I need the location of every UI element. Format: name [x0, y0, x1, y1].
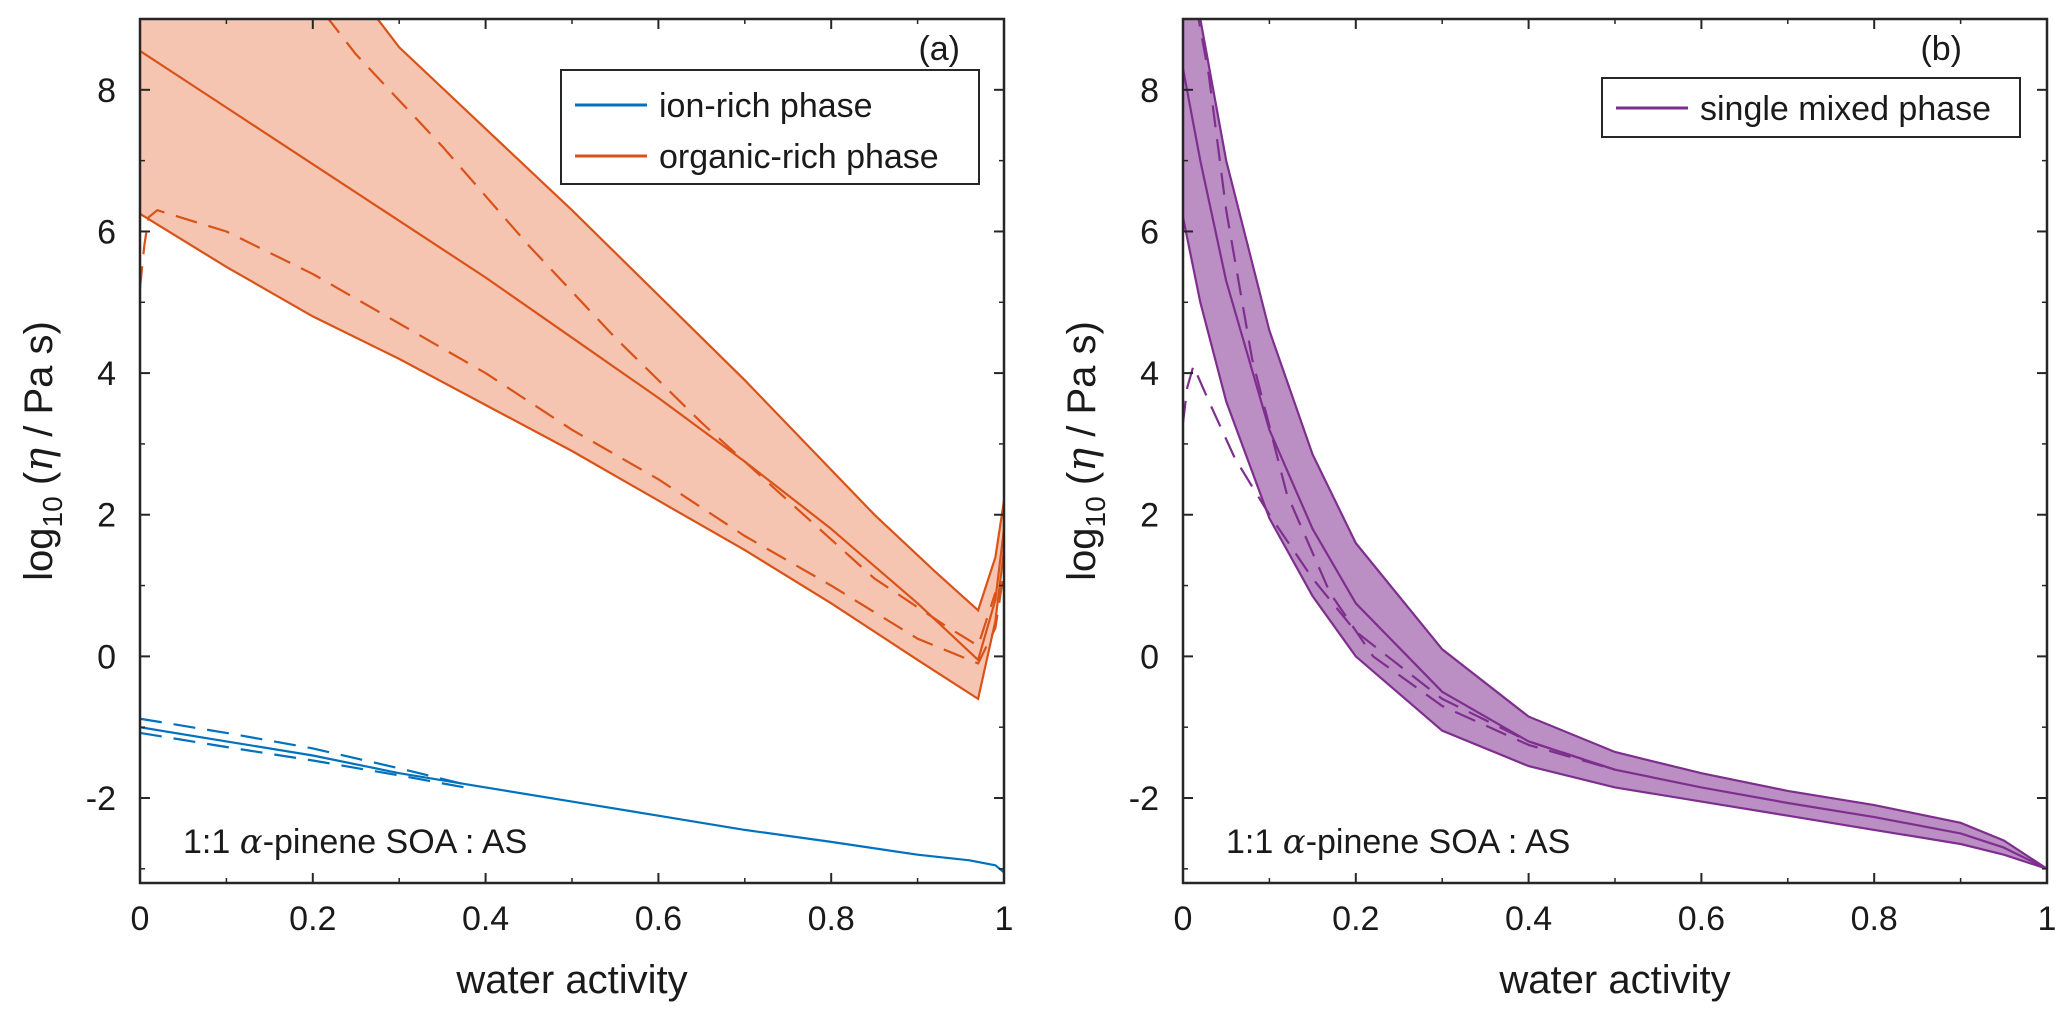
x-tick-label: 0 [131, 900, 150, 938]
y-tick-label: 0 [1140, 638, 1159, 676]
panel-b-legend: single mixed phase [1601, 77, 2021, 138]
panel-a-annotation: 1:1 α-pinene SOA : AS [183, 822, 527, 862]
y-tick-label: 6 [1140, 213, 1159, 251]
mixed-phase-uncertainty-band [1183, 19, 2047, 870]
x-tick-label: 0.4 [1505, 900, 1552, 938]
y-tick-label: -2 [86, 780, 116, 818]
panel-b-y-axis-label: log10 (η / Pa s) [1059, 321, 1111, 581]
annotation-alpha: α [1283, 822, 1306, 862]
panel-a-y-axis-label: log10 (η / Pa s) [16, 321, 68, 581]
legend-label-single-mixed: single mixed phase [1700, 90, 1991, 128]
panel-a-x-axis-label: water activity [455, 958, 687, 1002]
legend-label-organic-rich: organic-rich phase [659, 138, 939, 176]
y-tick-label: 4 [97, 355, 116, 393]
band-fill [1183, 19, 2047, 869]
panel-a-label: (a) [918, 30, 960, 68]
panel-b-annotation: 1:1 α-pinene SOA : AS [1226, 822, 1570, 862]
band-upper-edge [1199, 19, 2047, 870]
y-label-subscript: 10 [1080, 496, 1111, 527]
panel-a-series [140, 19, 1004, 874]
y-label-log: log [1060, 527, 1104, 580]
y-tick-label: 4 [1140, 355, 1159, 393]
y-label-units: / Pa s) [17, 321, 61, 448]
panel-b-label: (b) [1920, 30, 1962, 68]
x-tick-label: 0.2 [289, 900, 336, 938]
y-label-log: log [17, 527, 61, 580]
annotation-text: -pinene SOA : AS [1306, 823, 1571, 861]
y-tick-label: -2 [1129, 780, 1159, 818]
series-line-1 [327, 19, 997, 647]
x-tick-label: 0.6 [1678, 900, 1725, 938]
y-label-open: ( [17, 471, 61, 496]
panel-b: 0 0.2 0.4 0.6 0.8 1 -2 0 2 4 6 8 (b) water activity… [1059, 17, 2057, 1002]
series-line-4 [140, 717, 469, 787]
y-tick-label: 8 [1140, 72, 1159, 110]
band-upper-edge [376, 19, 1004, 613]
band-lower-edge [140, 212, 1004, 701]
organic-rich-uncertainty-band [140, 19, 1004, 701]
panel-b-x-axis-label: water activity [1498, 958, 1730, 1002]
annotation-ratio: 1:1 [1226, 823, 1283, 861]
y-tick-label: 2 [1140, 497, 1159, 535]
y-tick-label: 2 [97, 497, 116, 535]
series-line-5 [140, 731, 469, 790]
band-fill [140, 19, 1004, 699]
x-tick-label: 0.8 [1851, 900, 1898, 938]
series-line-1 [1197, 19, 1616, 771]
y-tick-label: 8 [97, 72, 116, 110]
y-label-open: ( [1060, 471, 1104, 496]
series-line-3 [140, 726, 1004, 874]
band-lower-edge [1183, 217, 2047, 870]
y-label-subscript: 10 [37, 496, 68, 527]
y-tick-label: 0 [97, 638, 116, 676]
series-line-0 [1183, 68, 2047, 870]
legend-label-ion-rich: ion-rich phase [659, 87, 873, 125]
panel-b-ticks: 0 0.2 0.4 0.6 0.8 1 -2 0 2 4 6 8 [1129, 18, 2057, 938]
panel-a-legend-box [560, 69, 980, 185]
series-line-0 [140, 49, 1004, 662]
panel-a-legend: ion-rich phase organic-rich phase [560, 69, 980, 185]
y-label-eta: η [1059, 448, 1105, 472]
panel-a: 0 0.2 0.4 0.6 0.8 1 -2 0 2 4 6 8 (a) water activity… [16, 17, 1014, 1002]
x-tick-label: 0.4 [462, 900, 509, 938]
y-tick-label: 6 [97, 213, 116, 251]
x-tick-label: 0 [1174, 900, 1193, 938]
x-tick-label: 1 [995, 900, 1014, 938]
x-tick-label: 0.6 [635, 900, 682, 938]
series-line-2 [140, 209, 1004, 665]
y-label-eta: η [16, 448, 62, 472]
x-tick-label: 1 [2038, 900, 2057, 938]
x-tick-label: 0.2 [1332, 900, 1379, 938]
annotation-alpha: α [240, 822, 263, 862]
y-label-units: / Pa s) [1060, 321, 1104, 448]
panel-a-ticks: 0 0.2 0.4 0.6 0.8 1 -2 0 2 4 6 8 [86, 18, 1014, 938]
annotation-ratio: 1:1 [183, 823, 240, 861]
annotation-text: -pinene SOA : AS [263, 823, 528, 861]
x-tick-label: 0.8 [808, 900, 855, 938]
